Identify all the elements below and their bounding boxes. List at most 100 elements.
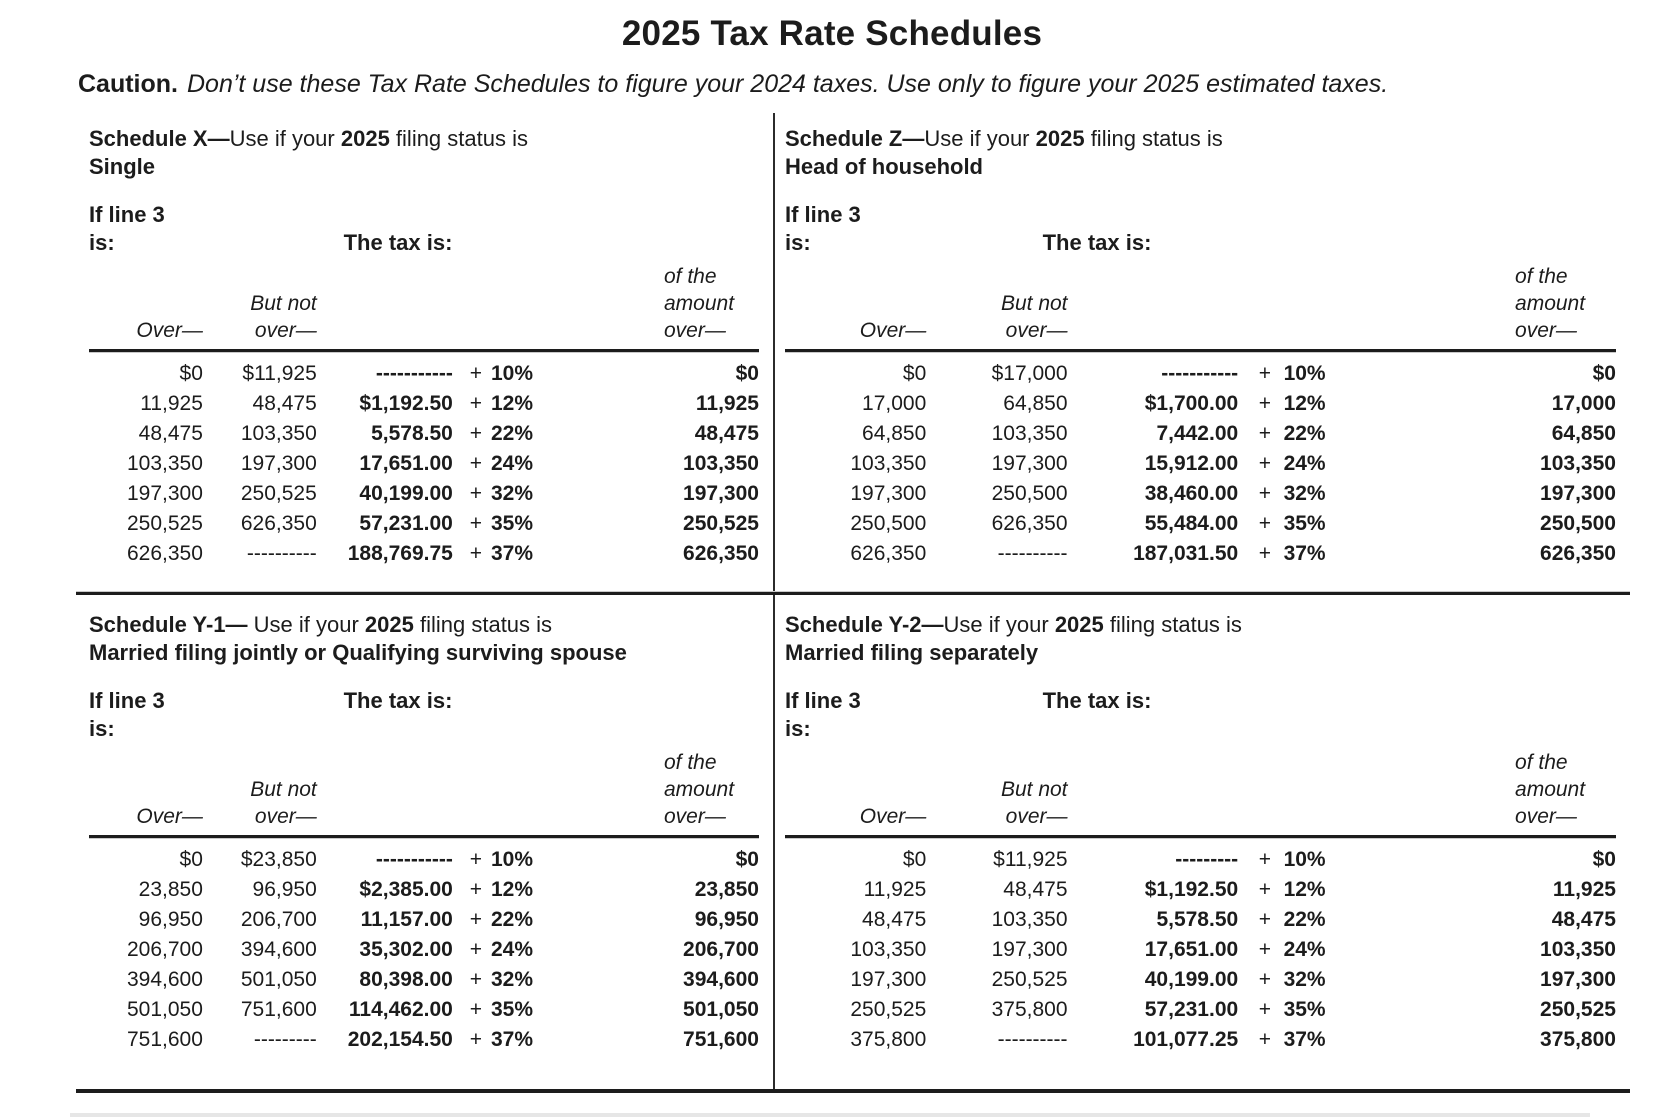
schedule-y2-title-mid: Use if your [943,612,1055,637]
bracket-row: $0 $11,925 ----------- + 10% $0 [89,359,759,389]
base-tax-value: 57,231.00 [1144,998,1239,1021]
if-line-3-line2: is: [89,716,115,741]
header-rule [785,349,1616,353]
rate-percent: 12% [490,878,533,901]
over-value: 250,500 [850,512,927,535]
of-amount-line3: over— [663,319,726,342]
schedule-y2-title-prefix: Schedule Y-2— [785,612,944,637]
but-not-over-value: ---------- [246,542,317,565]
bracket-row: $0 $11,925 --------- + 10% $0 [785,845,1616,875]
rate-percent: 22% [1283,908,1326,931]
over-value: 626,350 [850,542,927,565]
but-not-over-value: 501,050 [240,968,317,991]
rate-percent: 24% [490,938,533,961]
amount-over-value: 197,300 [683,482,759,505]
but-not-over-value: 751,600 [240,998,317,1021]
base-tax-value: --------- [1175,848,1239,871]
but-not-over-value: $11,925 [993,848,1068,871]
rate-percent: 10% [1283,362,1326,385]
bracket-row: 501,050 751,600 114,462.00 + 35% 501,050 [89,995,759,1025]
schedule-z-title: Schedule Z—Use if your 2025 filing statu… [785,125,1616,153]
schedule-y2-rows: $0 $11,925 --------- + 10% $0 11,925 48,… [785,845,1616,1055]
bracket-row: 64,850 103,350 7,442.00 + 22% 64,850 [785,419,1616,449]
plus-sign: + [469,968,483,991]
rate-percent: 37% [1283,542,1326,565]
plus-sign: + [1258,968,1272,991]
base-tax-value: 101,077.25 [1133,1028,1239,1051]
over-value: 250,525 [850,998,927,1021]
but-not-over-value: 64,850 [1003,392,1068,415]
of-amount-over-block: of the amount over— [664,749,759,830]
header-rule [89,835,759,839]
of-amount-over-block: of the amount over— [1515,749,1616,830]
but-not-over-value: 250,500 [991,482,1068,505]
amount-over-value: 103,350 [1540,938,1616,961]
but-not-over-value: 394,600 [240,938,317,961]
if-line-3-label: If line 3 is: [89,201,344,257]
base-tax-value: 17,651.00 [1144,938,1239,961]
but-not-line1: But not [250,292,317,315]
plus-sign: + [1258,878,1272,901]
schedule-x-title: Schedule X—Use if your 2025 filing statu… [89,125,759,153]
rate-percent: 12% [1283,392,1326,415]
amount-over-value: 250,525 [683,512,759,535]
if-line-3-line1: If line 3 [89,688,165,713]
plus-sign: + [1258,542,1272,565]
but-not-over-value: ---------- [997,542,1068,565]
of-amount-line3: over— [663,805,726,828]
plus-sign: + [469,392,483,415]
page-bottom-shade [70,1113,1590,1117]
of-amount-line3: over— [1515,805,1577,828]
bracket-row: 751,600 --------- 202,154.50 + 37% 751,6… [89,1025,759,1055]
schedule-z-subhead: If line 3 is: The tax is: [785,201,1616,257]
caution-label: Caution. [78,70,178,98]
rate-percent: 32% [490,968,533,991]
plus-sign: + [469,1028,483,1051]
schedule-x-title-year: 2025 [340,126,390,151]
rate-percent: 35% [490,998,533,1021]
over-value: 103,350 [126,452,203,475]
over-value: 48,475 [862,908,927,931]
rate-percent: 37% [490,1028,533,1051]
schedule-x-title-prefix: Schedule X— [89,126,230,151]
but-not-line2: over— [1005,805,1068,828]
bracket-row: 96,950 206,700 11,157.00 + 22% 96,950 [89,905,759,935]
but-not-over-header: But not over— [926,776,1068,830]
over-header-text: Over— [136,319,203,342]
rate-percent: 37% [1283,1028,1326,1051]
rate-percent: 37% [490,542,533,565]
rate-percent: 22% [490,908,533,931]
but-not-over-value: $17,000 [991,362,1068,385]
schedule-y2-title-suffix: filing status is [1103,612,1242,637]
rate-percent: 24% [490,452,533,475]
but-not-over-value: --------- [253,1028,317,1051]
amount-over-value: 501,050 [683,998,759,1021]
rate-percent: 35% [1283,512,1326,535]
base-tax-value: 35,302.00 [359,938,453,961]
but-not-over-value: 375,800 [991,998,1068,1021]
over-header-text: Over— [136,805,203,828]
but-not-over-value: 197,300 [991,938,1068,961]
but-not-over-value: 626,350 [240,512,317,535]
amount-over-value: 626,350 [683,542,759,565]
page-title: 2025 Tax Rate Schedules [621,14,1043,53]
over-value: 103,350 [850,452,927,475]
of-amount-over-block: of the amount over— [664,263,759,344]
amount-over-value: 11,925 [695,392,759,415]
plus-sign: + [469,542,483,565]
of-amount-line2: amount [1515,778,1586,801]
bracket-row: 103,350 197,300 17,651.00 + 24% 103,350 [785,935,1616,965]
if-line-3-line2: is: [785,716,811,741]
schedule-z-title-mid: Use if your [924,126,1036,151]
but-not-over-value: 626,350 [991,512,1068,535]
plus-sign: + [469,848,483,871]
base-tax-value: 15,912.00 [1144,452,1239,475]
over-header: Over— [89,803,203,830]
bracket-row: 103,350 197,300 17,651.00 + 24% 103,350 [89,449,759,479]
amount-over-value: 206,700 [683,938,759,961]
but-not-over-value: 103,350 [240,422,317,445]
but-not-line2: over— [254,805,317,828]
but-not-over-value: 250,525 [240,482,317,505]
but-not-over-value: $11,925 [242,362,317,385]
tax-schedules-grid: Schedule X— Use if your 2025 filing statu… [76,113,1630,1093]
